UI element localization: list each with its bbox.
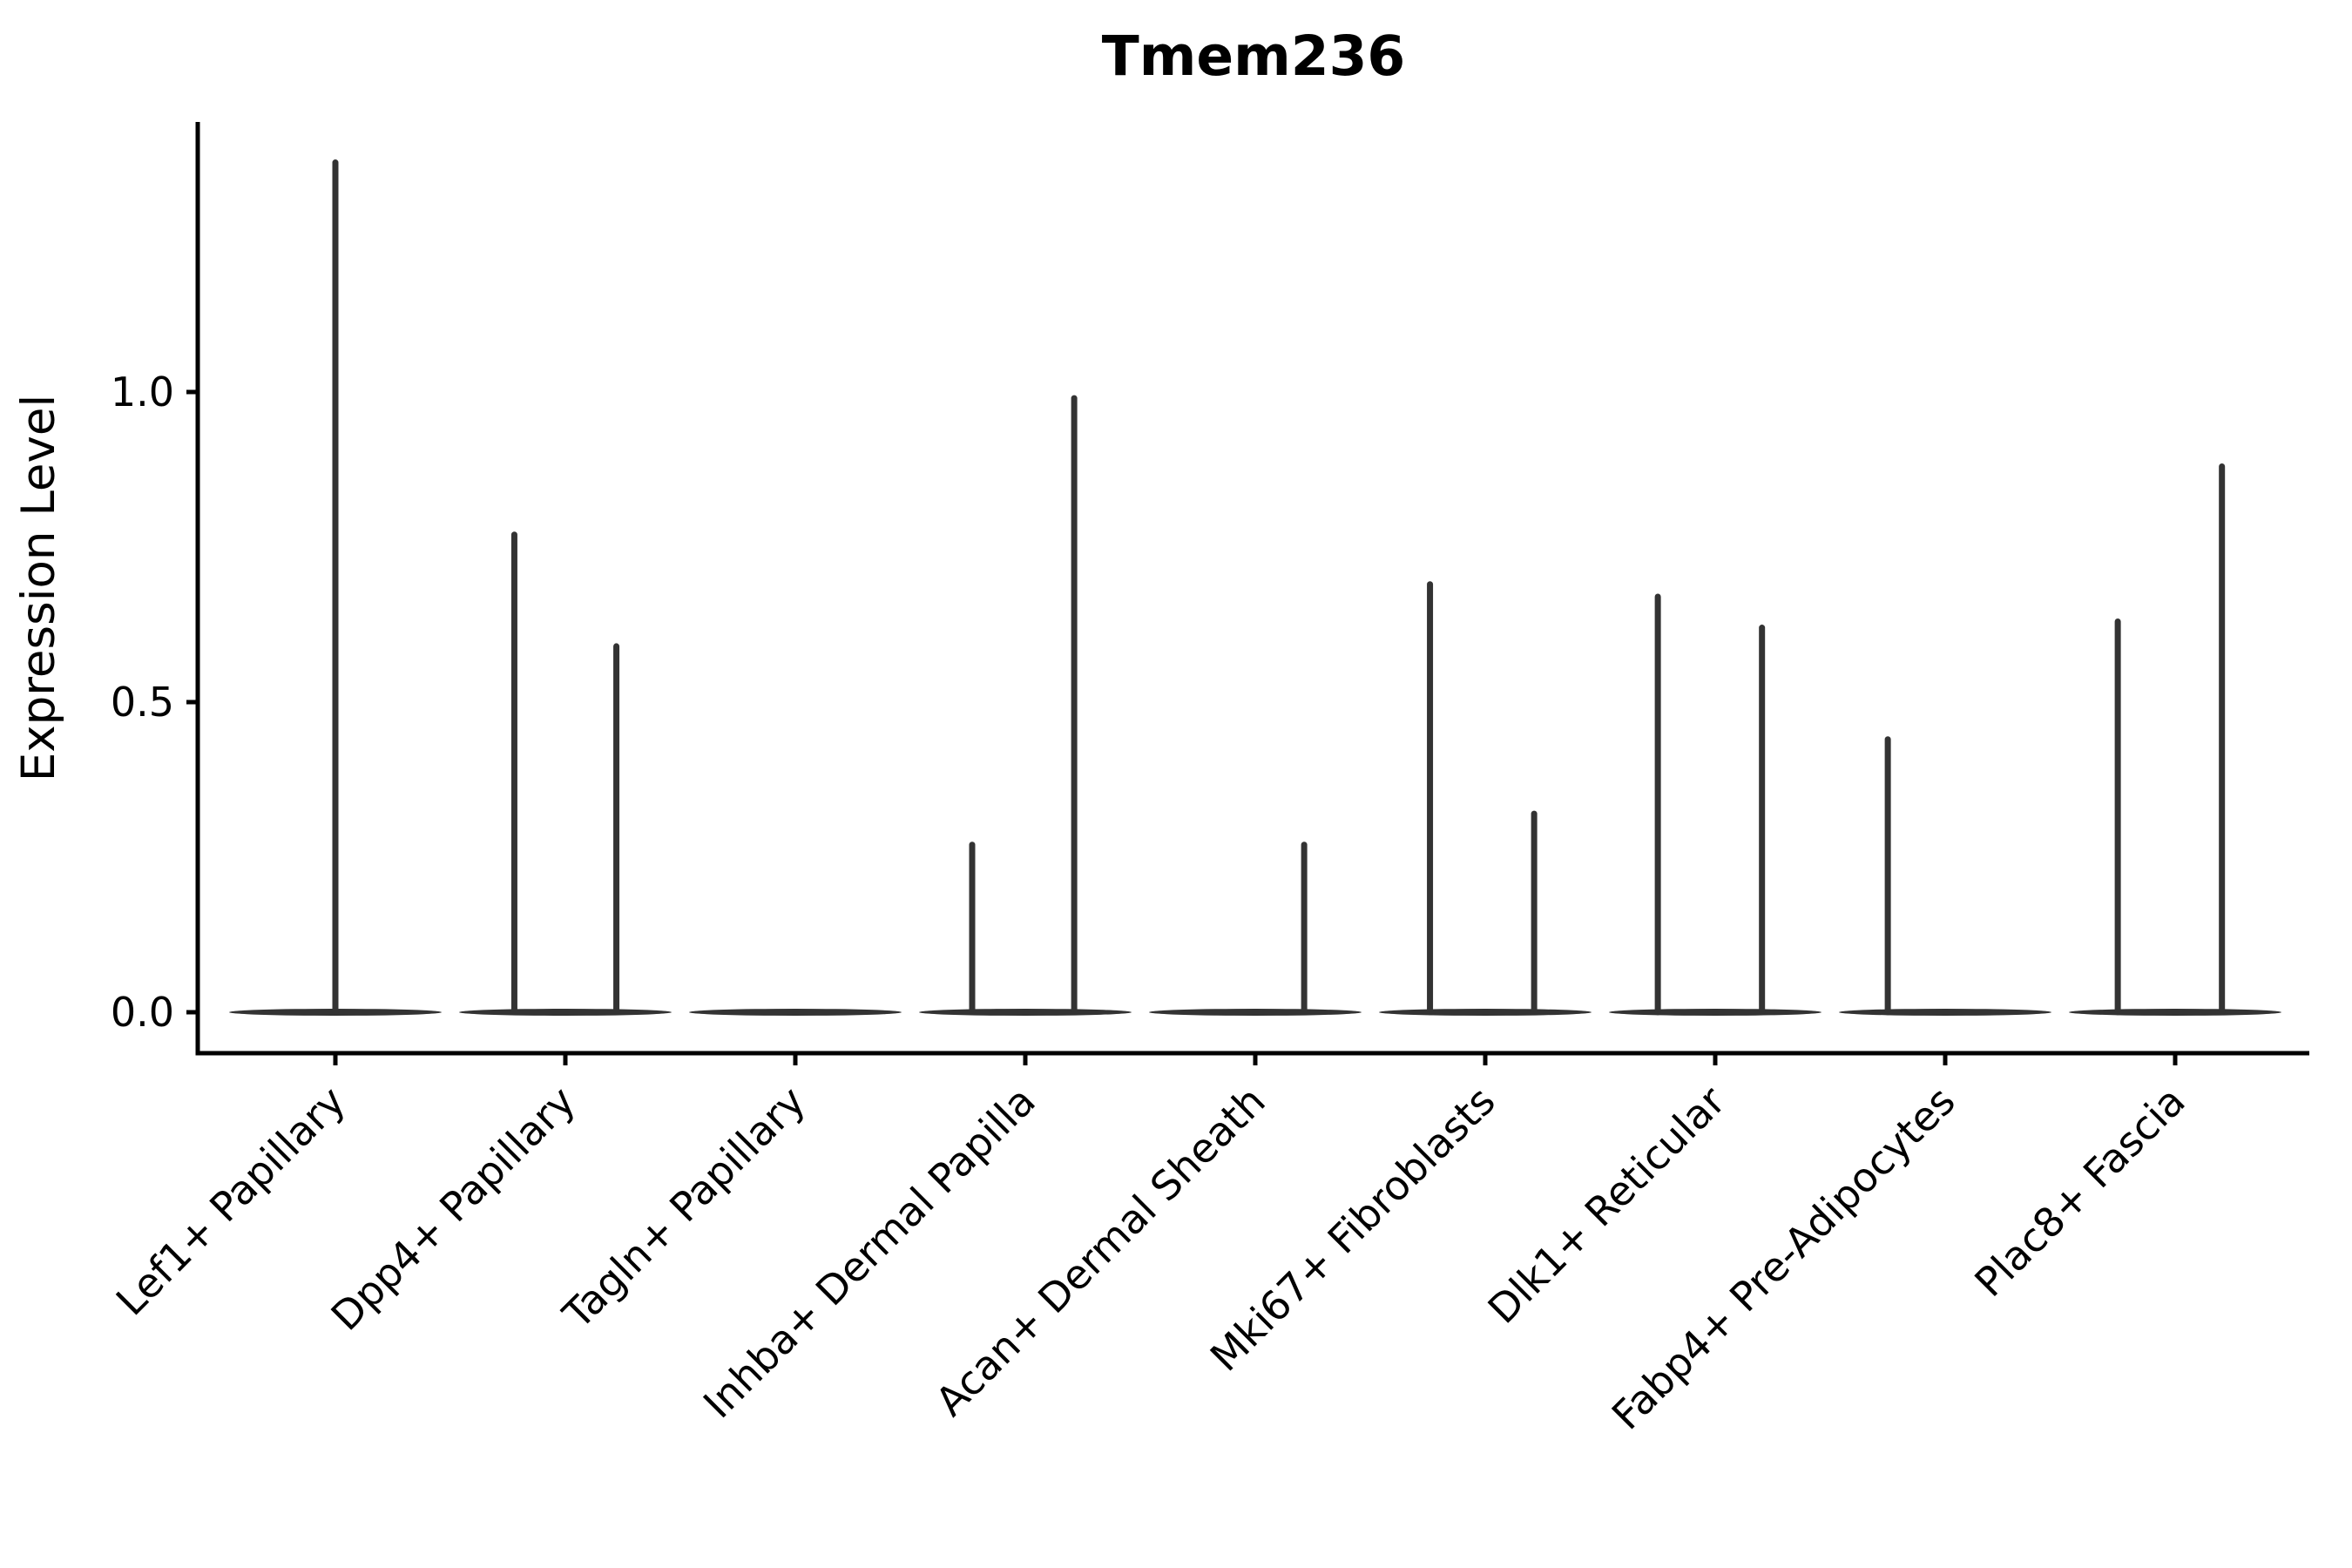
violins bbox=[229, 159, 2281, 1016]
x-tick-label: Plac8+ Fascia bbox=[1965, 1078, 2193, 1306]
violin-body bbox=[1839, 1009, 2051, 1016]
violin-body bbox=[689, 1009, 902, 1016]
violin-body bbox=[1149, 1009, 1362, 1016]
axes bbox=[186, 122, 2309, 1065]
plot-title: Tmem236 bbox=[1102, 24, 1406, 88]
y-tick-label: 1.0 bbox=[111, 368, 174, 416]
x-tick-label: Dpp4+ Papillary bbox=[322, 1078, 585, 1340]
violin-body bbox=[1609, 1009, 1821, 1016]
violin-body bbox=[919, 1009, 1132, 1016]
x-tick-label: Tagln+ Papillary bbox=[553, 1078, 814, 1339]
y-tick-label: 0.0 bbox=[111, 989, 174, 1036]
y-axis-label: Expression Level bbox=[12, 395, 65, 781]
x-tick-label: Dlk1+ Reticular bbox=[1479, 1078, 1734, 1333]
y-tick-label: 0.5 bbox=[111, 679, 174, 726]
violin-body bbox=[459, 1009, 672, 1016]
violin-body bbox=[2069, 1009, 2281, 1016]
y-tick-labels: 0.0 0.5 1.0 bbox=[111, 368, 174, 1036]
x-tick-label: Lef1+ Papillary bbox=[107, 1078, 355, 1325]
violin-body bbox=[1379, 1009, 1592, 1016]
